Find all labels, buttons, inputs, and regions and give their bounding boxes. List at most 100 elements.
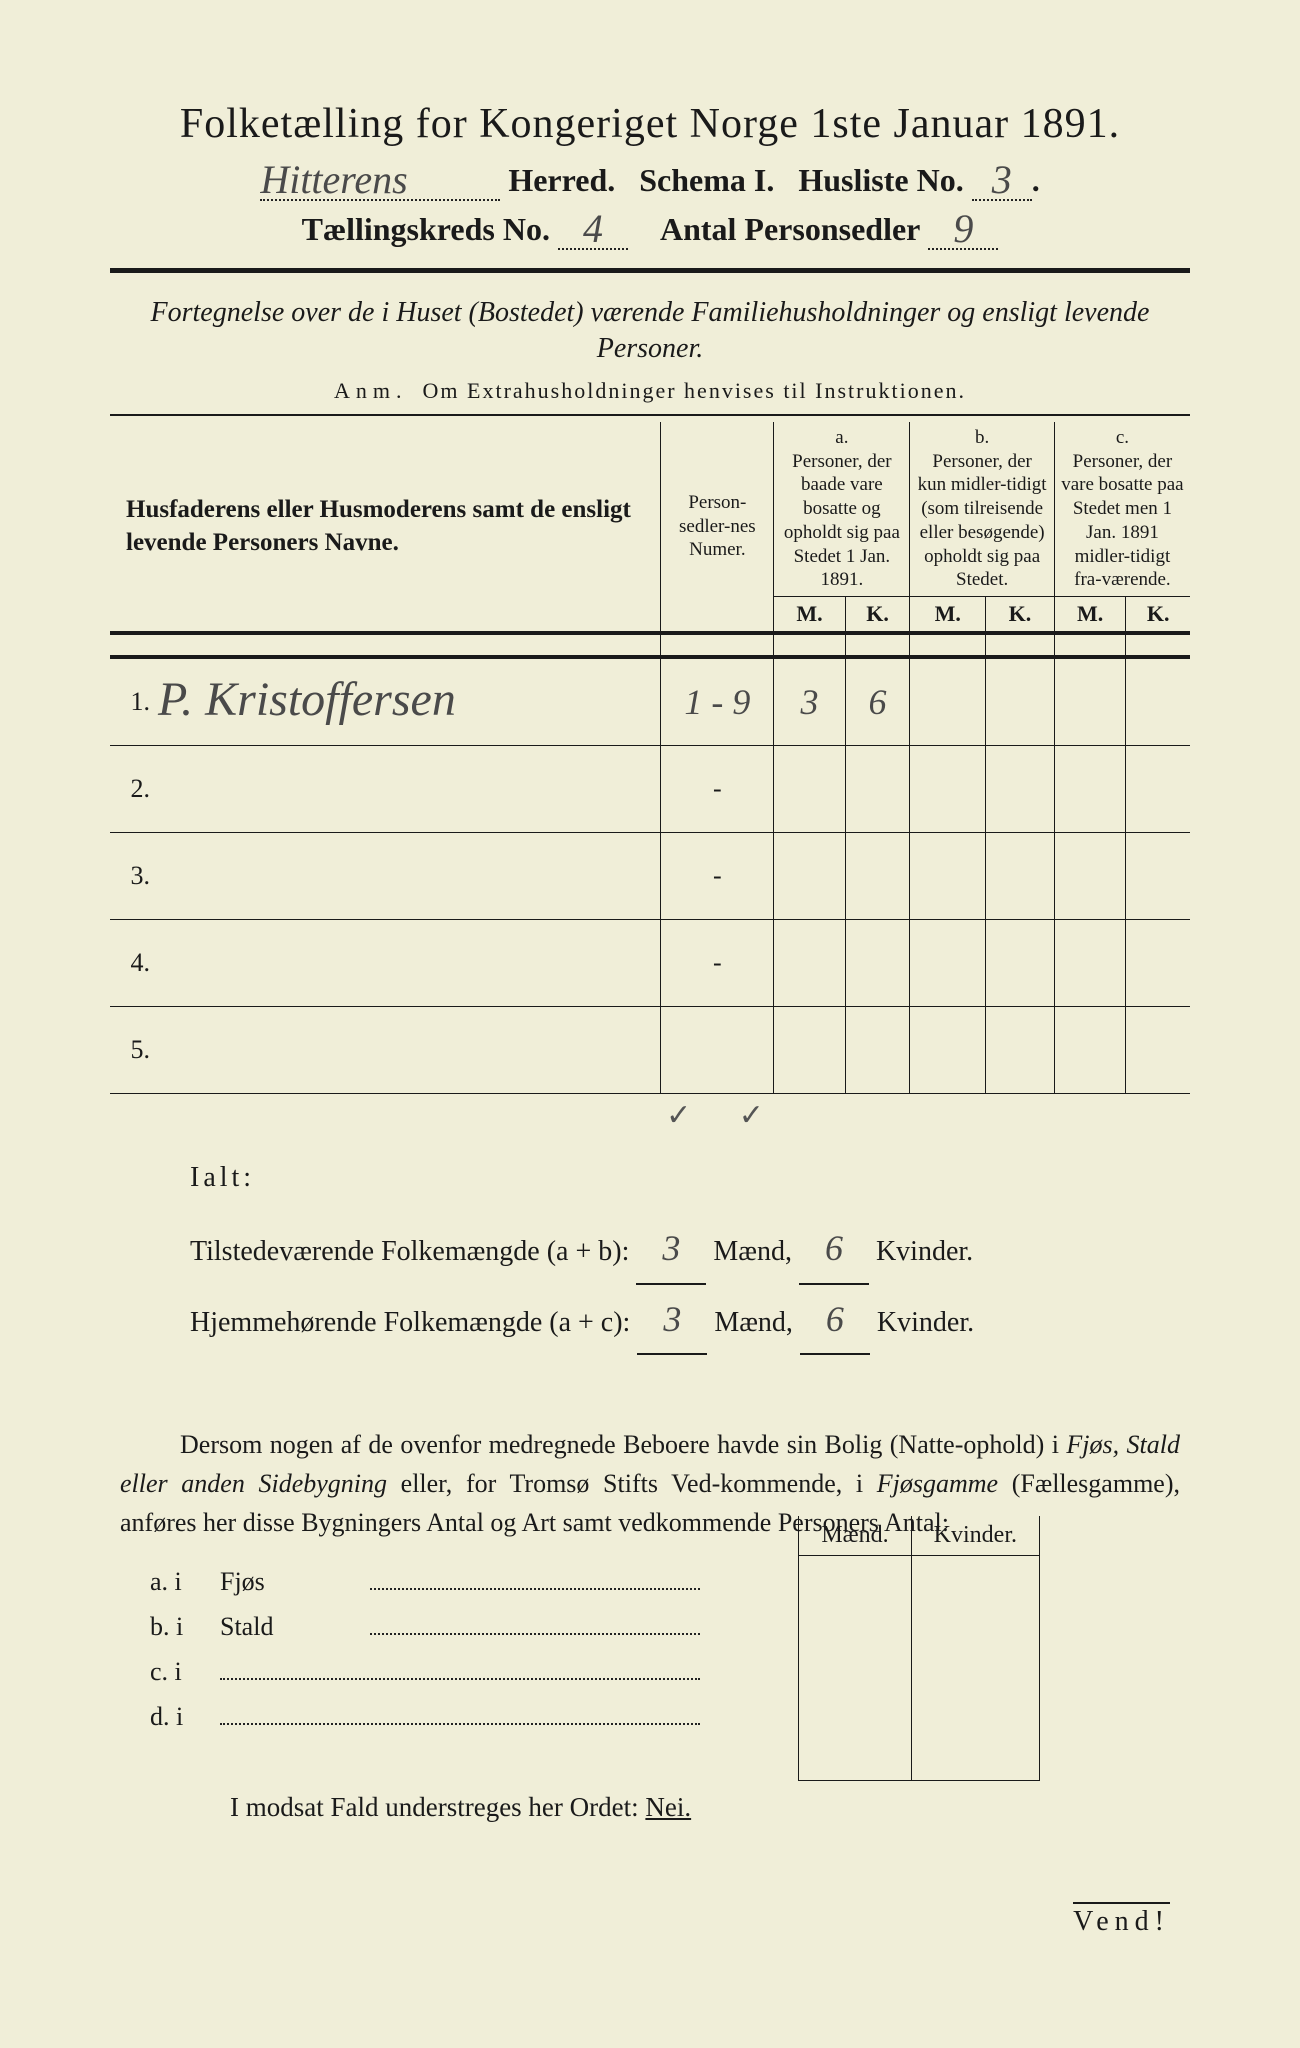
personsedler-field: 9 (928, 211, 998, 250)
row-ck (1126, 920, 1190, 1007)
row-bm (910, 833, 986, 920)
table-row: 4. - (110, 920, 1190, 1007)
col-b-k: K. (986, 597, 1055, 634)
row-bm (910, 746, 986, 833)
row-name (152, 833, 661, 920)
modsat-text: I modsat Fald understreges her Ordet: (230, 1792, 639, 1822)
col-a-text: Personer, der baade vare bosatte og opho… (780, 450, 903, 593)
ialt-line1-k-field: 6 (799, 1214, 869, 1284)
row-num: 3. (110, 833, 152, 920)
rule-thin-1 (110, 414, 1190, 416)
fortegnelse-text: Fortegnelse over de i Huset (Bostedet) v… (110, 295, 1190, 368)
row-cm (1054, 833, 1126, 920)
row-num: 1. (110, 657, 152, 746)
ialt-line2-k-field: 6 (800, 1285, 870, 1355)
ialt-line2-label: Hjemmehørende Folkemængde (a + c): (190, 1307, 630, 1338)
col-c-m: M. (1054, 597, 1126, 634)
census-table: Husfaderens eller Husmoderens samt de en… (110, 422, 1190, 1094)
col-a-m: M. (774, 597, 845, 634)
row-am (774, 833, 845, 920)
row-am: 3 (774, 657, 845, 746)
kreds-value: 4 (583, 217, 603, 241)
personsedler-label: Antal Personsedler (660, 211, 920, 247)
husliste-label: Husliste No. (798, 162, 963, 198)
anm-label: Anm. (334, 378, 408, 403)
herred-label: Herred. (508, 162, 615, 198)
row-am (774, 1007, 845, 1094)
col-name-header: Husfaderens eller Husmoderens samt de en… (110, 422, 661, 633)
row-ck (1126, 1007, 1190, 1094)
row-cm (1054, 746, 1126, 833)
nei-word: Nei. (645, 1792, 691, 1822)
header-line-2: Hitterens Herred. Schema I. Husliste No.… (110, 162, 1190, 201)
abcd-a-text: Fjøs (220, 1567, 370, 1597)
ialt-line1-label: Tilstedeværende Folkemængde (a + b): (190, 1236, 629, 1267)
mk-cell (911, 1724, 1039, 1781)
abcd-c-label: c. i (110, 1657, 220, 1687)
col-b-header: b. Personer, der kun midler-tidigt (som … (910, 422, 1054, 597)
col-b-label: b. (916, 426, 1047, 450)
personsedler-value: 9 (953, 217, 973, 241)
mk-cell (799, 1556, 911, 1613)
col-a-k: K. (845, 597, 910, 634)
col-c-text: Personer, der vare bosatte paa Stedet me… (1061, 450, 1184, 593)
mk-kvinder-header: Kvinder. (911, 1516, 1039, 1556)
row-numer: - (661, 746, 774, 833)
row-bk (986, 1007, 1055, 1094)
mk-cell (911, 1556, 1039, 1613)
abcd-d-label: d. i (110, 1702, 220, 1732)
husliste-value: 3 (992, 168, 1012, 192)
kvinder-label: Kvinder. (877, 1307, 974, 1338)
table-row: 5. (110, 1007, 1190, 1094)
table-row: 3. - (110, 833, 1190, 920)
row-numer: - (661, 833, 774, 920)
col-b-m: M. (910, 597, 986, 634)
col-c-label: c. (1061, 426, 1184, 450)
row-ak (845, 1007, 910, 1094)
abcd-block: Mænd.Kvinder. a. i Fjøs b. i Stald c. i … (110, 1562, 1190, 1732)
mk-cell (799, 1668, 911, 1724)
row-name (152, 746, 661, 833)
col-num-header: Person-sedler-nes Numer. (661, 422, 774, 633)
row-ak (845, 746, 910, 833)
vend-label: Vend! (1073, 1902, 1170, 1938)
row-name (152, 920, 661, 1007)
row-cm (1054, 1007, 1126, 1094)
row-bm (910, 920, 986, 1007)
abcd-b-text: Stald (220, 1612, 370, 1642)
dots (370, 1562, 700, 1590)
row-ak (845, 920, 910, 1007)
ialt-line2-m-field: 3 (637, 1285, 707, 1355)
row-am (774, 746, 845, 833)
row-ck (1126, 657, 1190, 746)
col-a-header: a. Personer, der baade vare bosatte og o… (774, 422, 910, 597)
mk-cell (911, 1612, 1039, 1668)
herred-value: Hitterens (260, 168, 407, 192)
abcd-a-label: a. i (110, 1567, 220, 1597)
table-header-gap (110, 633, 1190, 657)
table-row: 1. P. Kristoffersen 1 - 9 3 6 (110, 657, 1190, 746)
maend-label: Mænd, (714, 1307, 793, 1338)
ialt-label: Ialt: (190, 1151, 1190, 1204)
col-c-header: c. Personer, der vare bosatte paa Stedet… (1054, 422, 1190, 597)
row-numer (661, 1007, 774, 1094)
husliste-field: 3 (972, 162, 1032, 201)
row-bk (986, 920, 1055, 1007)
ialt-block: Ialt: Tilstedeværende Folkemængde (a + b… (110, 1151, 1190, 1355)
row-name (152, 1007, 661, 1094)
ialt-line1-m-field: 3 (636, 1214, 706, 1284)
row-bk (986, 657, 1055, 746)
col-a-label: a. (780, 426, 903, 450)
row-ck (1126, 833, 1190, 920)
row-name: P. Kristoffersen (152, 657, 661, 746)
kvinder-label: Kvinder. (876, 1236, 973, 1267)
dots (220, 1697, 700, 1725)
maend-kvinder-table: Mænd.Kvinder. (798, 1516, 1040, 1781)
page-title: Folketælling for Kongeriget Norge 1ste J… (110, 100, 1190, 148)
row-bk (986, 833, 1055, 920)
mk-maend-header: Mænd. (799, 1516, 911, 1556)
table-row: 2. - (110, 746, 1190, 833)
row-cm (1054, 657, 1126, 746)
col-name-text: Husfaderens eller Husmoderens samt de en… (126, 496, 631, 557)
mk-cell (799, 1612, 911, 1668)
